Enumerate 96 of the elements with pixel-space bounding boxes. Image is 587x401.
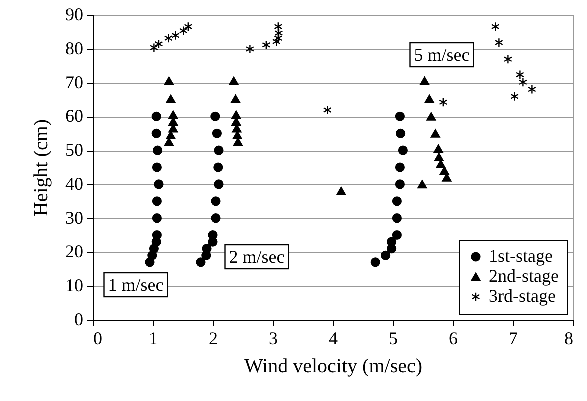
point <box>528 84 536 94</box>
point <box>494 38 504 48</box>
annotation: 2 m/sec <box>229 247 285 267</box>
point <box>214 180 224 190</box>
point <box>152 230 162 240</box>
point <box>395 180 405 190</box>
point <box>184 22 193 32</box>
point <box>274 28 284 38</box>
point <box>212 128 222 138</box>
point <box>518 78 528 88</box>
legend-label: 1st-stage <box>489 246 553 266</box>
point <box>231 94 241 104</box>
point <box>166 131 176 140</box>
y-tick-label: 30 <box>66 208 84 228</box>
point <box>202 244 212 254</box>
point <box>154 39 164 49</box>
point <box>392 230 402 240</box>
legend-label: 2nd-stage <box>489 266 559 286</box>
point <box>387 237 397 247</box>
point <box>168 110 178 120</box>
point <box>516 70 524 80</box>
point <box>152 128 162 138</box>
x-tick-label: 2 <box>209 328 218 348</box>
point <box>272 36 281 47</box>
point <box>426 112 436 121</box>
x-tick-label: 7 <box>509 328 518 348</box>
point <box>274 34 283 44</box>
point <box>164 34 173 44</box>
point <box>395 112 405 122</box>
point <box>150 43 158 53</box>
point <box>418 180 428 189</box>
point <box>370 258 380 268</box>
point <box>179 26 188 36</box>
y-tick-label: 60 <box>66 106 84 126</box>
y-tick-label: 80 <box>66 38 84 58</box>
point <box>392 196 402 206</box>
point <box>396 128 406 138</box>
point <box>214 146 224 156</box>
point <box>504 54 512 64</box>
point <box>164 76 174 86</box>
point <box>510 92 520 102</box>
point <box>196 258 206 268</box>
point <box>381 250 391 260</box>
y-tick-label: 20 <box>66 242 84 262</box>
y-tick-label: 0 <box>74 310 84 330</box>
point <box>491 22 500 32</box>
point <box>211 196 221 206</box>
point <box>168 118 178 126</box>
point <box>229 76 239 86</box>
point <box>398 146 408 156</box>
y-axis-title: Height (cm) <box>30 119 52 217</box>
point <box>232 110 242 120</box>
point <box>395 162 405 172</box>
x-tick-label: 3 <box>269 328 278 348</box>
point <box>323 105 332 116</box>
x-axis-title: Wind velocity (m/sec) <box>244 356 423 378</box>
point <box>152 196 162 206</box>
y-tick-label: 10 <box>66 276 84 296</box>
point <box>246 44 254 54</box>
x-tick-label: 6 <box>449 328 458 348</box>
point <box>336 187 346 196</box>
x-tick-label: 4 <box>329 328 338 348</box>
point <box>208 230 218 240</box>
point <box>434 153 444 162</box>
y-tick-label: 90 <box>66 4 84 24</box>
point <box>211 214 221 224</box>
x-tick-label: 8 <box>564 328 574 348</box>
point <box>232 131 242 140</box>
point <box>210 112 220 122</box>
point <box>152 112 162 122</box>
legend-label: 3rd-stage <box>489 286 556 306</box>
point <box>434 144 444 154</box>
point <box>424 94 434 104</box>
point <box>439 98 448 108</box>
point <box>166 94 176 104</box>
point <box>232 118 242 126</box>
annotation: 1 m/sec <box>108 275 164 295</box>
annotation: 5 m/sec <box>414 45 470 65</box>
point <box>154 180 164 190</box>
point <box>262 40 271 50</box>
point <box>152 162 162 172</box>
point <box>172 30 180 40</box>
point <box>214 162 224 172</box>
point <box>420 76 430 86</box>
point <box>392 214 402 224</box>
x-tick-label: 1 <box>149 328 158 348</box>
x-tick-label: 0 <box>94 328 102 348</box>
point <box>430 129 440 138</box>
point <box>153 146 163 156</box>
point <box>152 214 162 224</box>
point <box>274 22 283 32</box>
point <box>440 166 450 176</box>
y-tick-label: 50 <box>66 140 84 160</box>
y-tick-label: 70 <box>66 72 84 92</box>
y-tick-label: 40 <box>66 174 84 194</box>
x-tick-label: 5 <box>389 328 398 348</box>
